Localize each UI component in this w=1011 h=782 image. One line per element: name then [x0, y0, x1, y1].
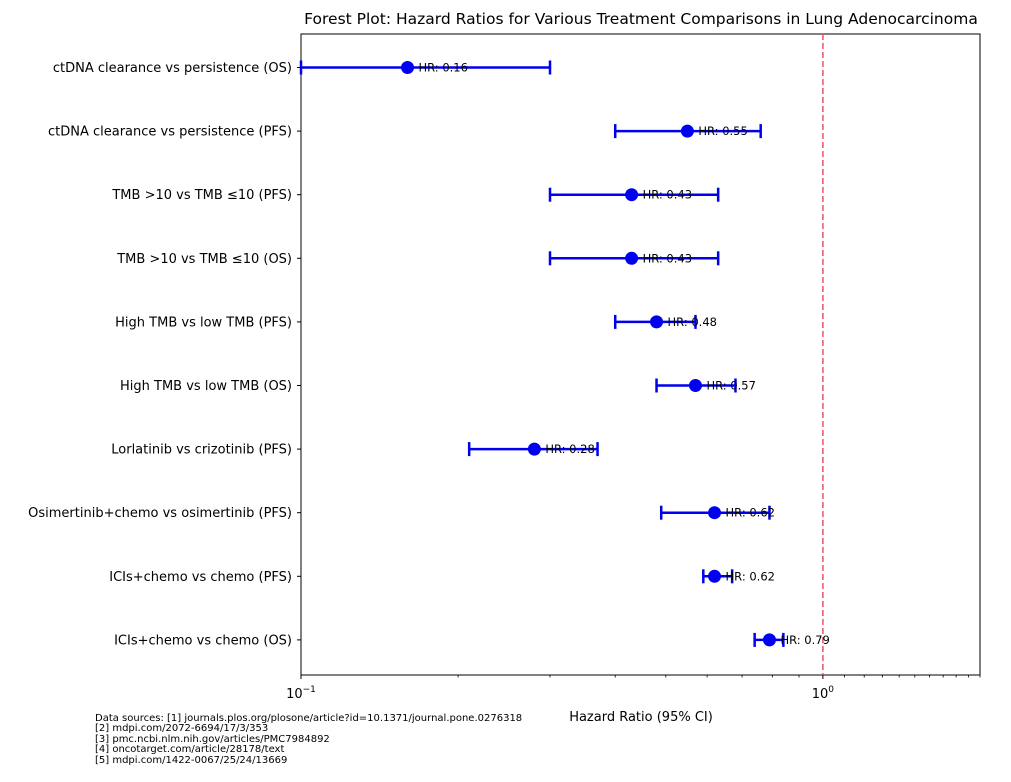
hr-value-label: HR: 0.57 — [706, 379, 755, 393]
y-tick-label: Lorlatinib vs crizotinib (PFS) — [111, 443, 292, 458]
y-tick-label: ctDNA clearance vs persistence (OS) — [53, 61, 292, 76]
source-line: [3] pmc.ncbi.nlm.nih.gov/articles/PMC798… — [95, 733, 330, 745]
hr-value-label: HR: 0.43 — [643, 188, 692, 202]
hr-point — [650, 315, 664, 329]
y-tick-label: High TMB vs low TMB (OS) — [120, 379, 292, 394]
source-line: Data sources: [1] journals.plos.org/plos… — [95, 713, 523, 724]
hr-value-label: HR: 0.55 — [698, 124, 747, 138]
x-axis-ticks: 10−1 100 — [286, 675, 981, 702]
hr-point — [527, 442, 541, 456]
hr-value-label: HR: 0.48 — [668, 315, 717, 329]
hr-point — [688, 379, 702, 392]
hr-value-label: HR: 0.79 — [780, 633, 829, 647]
hr-point — [708, 506, 722, 520]
hr-point — [625, 251, 639, 265]
x-tick-label: 10−1 — [286, 685, 316, 702]
source-line: [4] oncotarget.com/article/28178/text — [95, 744, 285, 756]
plot-area — [300, 33, 981, 676]
hr-value-label: HR: 0.28 — [545, 442, 594, 456]
hr-value-label: HR: 0.16 — [419, 61, 468, 75]
x-axis-label: Hazard Ratio (95% CI) — [569, 710, 713, 725]
hr-point — [708, 569, 722, 583]
hr-value-label: HR: 0.62 — [726, 569, 775, 583]
y-tick-label: High TMB vs low TMB (PFS) — [115, 315, 292, 330]
y-tick-label: ICIs+chemo vs chemo (OS) — [114, 633, 292, 648]
hr-value-label: HR: 0.43 — [643, 251, 692, 265]
hr-value-label: HR: 0.62 — [726, 506, 775, 520]
source-line: [2] mdpi.com/2072-6694/17/3/353 — [95, 723, 269, 735]
source-line: [5] mdpi.com/1422-0067/25/24/13669 — [95, 754, 288, 766]
data-sources: Data sources: [1] journals.plos.org/plos… — [95, 713, 523, 766]
y-tick-label: ICIs+chemo vs chemo (PFS) — [109, 570, 292, 585]
chart-title: Forest Plot: Hazard Ratios for Various T… — [304, 10, 978, 28]
y-tick-label: TMB >10 vs TMB ≤10 (OS) — [116, 252, 292, 267]
y-tick-label: Osimertinib+chemo vs osimertinib (PFS) — [28, 506, 292, 521]
y-tick-label: TMB >10 vs TMB ≤10 (PFS) — [111, 188, 292, 203]
hr-point — [762, 633, 776, 647]
x-tick-label: 100 — [812, 685, 835, 702]
hr-point — [625, 188, 639, 202]
hr-point — [680, 124, 694, 138]
forest-rows: HR: 0.16 ctDNA clearance vs persistence (… — [28, 60, 830, 648]
y-tick-label: ctDNA clearance vs persistence (PFS) — [48, 125, 292, 140]
hr-point — [401, 61, 415, 74]
